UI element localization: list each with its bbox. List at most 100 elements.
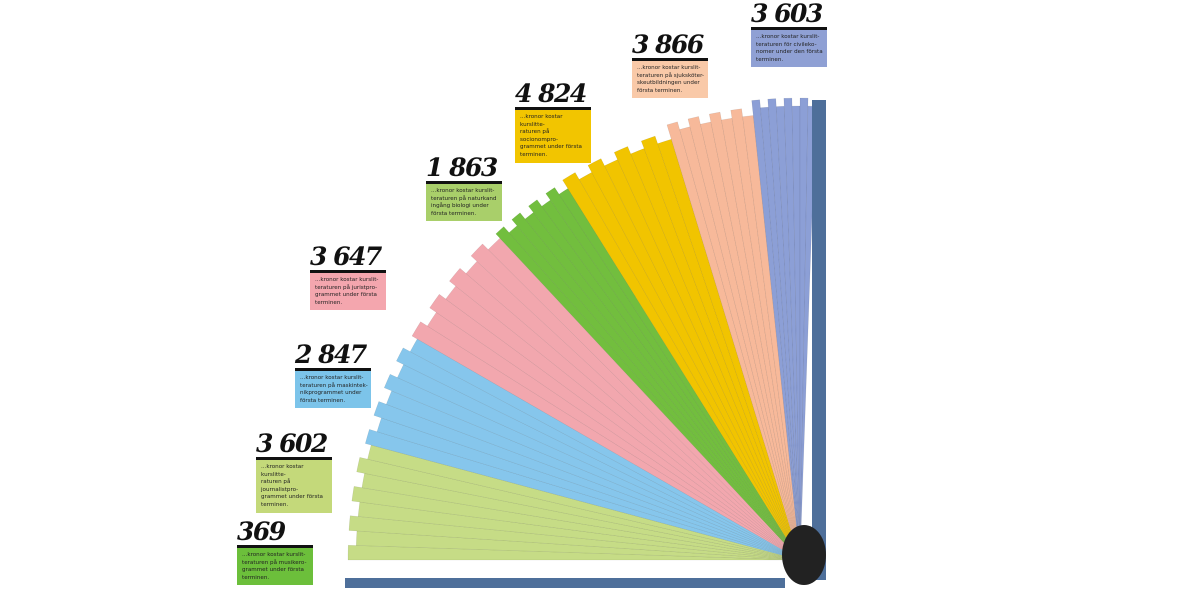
page-wedge <box>640 135 801 561</box>
page-wedge <box>445 285 801 561</box>
description-line: terminen. <box>242 574 270 581</box>
page-wedge <box>666 121 801 561</box>
description-box: ...kronor kostar kurslitte-raturen på so… <box>515 110 591 163</box>
page-wedge <box>396 347 801 561</box>
page-wedge <box>508 225 801 561</box>
description-line: teraturen på maskintek- <box>300 382 368 389</box>
page-wedge <box>751 99 801 561</box>
description-box: ...kronor kostar kurslit-teraturen på ju… <box>310 273 386 311</box>
description-box: ...kronor kostar kurslitte-raturen på jo… <box>256 460 332 513</box>
page-wedge <box>630 148 801 561</box>
description-line: grammet under första <box>242 567 304 574</box>
book-cover-right <box>812 100 826 580</box>
description-box: ...kronor kostar kurslit-teraturen för c… <box>751 30 827 68</box>
page-wedge <box>558 188 801 561</box>
description-line: ...kronor kostar kurslitte- <box>520 114 563 128</box>
book-cover-bottom <box>345 578 785 588</box>
description-line: skeutbildningen under <box>637 80 700 87</box>
page-wedge <box>365 429 801 561</box>
cost-number: 369 <box>237 517 286 546</box>
page-wedge <box>524 212 801 561</box>
page-wedge <box>708 111 801 561</box>
page-wedge <box>679 126 801 561</box>
cost-number: 4 824 <box>515 79 587 108</box>
page-wedge <box>355 530 801 561</box>
description-line: ...kronor kostar kurslitte- <box>261 464 304 478</box>
page-wedge <box>373 401 801 561</box>
cost-item: 2 847 ...kronor kostar kurslit-teraturen … <box>295 342 371 409</box>
rule <box>256 457 332 460</box>
rule <box>632 58 708 61</box>
page-wedge <box>700 121 801 561</box>
page-wedge <box>799 97 809 561</box>
description-box: ...kronor kostar kurslit-teraturen på sj… <box>632 61 708 99</box>
cost-number: 3 602 <box>256 429 328 458</box>
page-wedge <box>767 98 801 561</box>
description-line: teraturen på juristpro- <box>315 284 378 291</box>
description-line: terminen. <box>261 501 289 508</box>
page-wedge <box>427 312 801 561</box>
page-wedge <box>562 172 801 561</box>
page-wedge <box>783 97 801 561</box>
cost-number: 3 866 <box>632 30 704 59</box>
description-line: grammet under första <box>315 292 377 299</box>
page-wedge <box>356 457 801 561</box>
description-line: ...kronor kostar kurslit- <box>242 552 306 558</box>
page-wedge <box>465 260 801 561</box>
rule <box>751 27 827 30</box>
cost-item: 369 ...kronor kostar kurslit-teraturen på… <box>237 517 313 586</box>
page-wedge <box>470 243 801 561</box>
page-wedge <box>351 486 801 561</box>
page-wedge <box>411 321 801 561</box>
book-spine <box>782 525 826 585</box>
page-wedge <box>409 338 801 561</box>
page-wedge <box>386 390 801 561</box>
page-wedge <box>487 237 801 561</box>
cost-item: 3 647 ...kronor kostar kurslit-teraturen … <box>310 244 386 311</box>
description-line: ...kronor kostar kurslit- <box>315 277 379 283</box>
cost-item: 3 866 ...kronor kostar kurslit-teraturen … <box>632 30 708 99</box>
description-line: ...kronor kostar kurslit- <box>637 65 701 71</box>
description-line: teraturen på naturkand <box>431 195 497 202</box>
description-box: ...kronor kostar kurslit-teraturen på ma… <box>295 371 371 409</box>
cost-item: 3 603 ...kronor kostar kurslit-teraturen … <box>751 0 827 68</box>
description-line: teraturen på sjuksköter- <box>637 72 705 79</box>
description-line: ...kronor kostar kurslit- <box>431 188 495 194</box>
page-wedge <box>383 373 801 561</box>
page-wedge <box>376 417 801 561</box>
page-wedge <box>429 293 801 561</box>
rule <box>237 545 313 548</box>
page-wedge <box>791 105 801 561</box>
page-wedge <box>604 159 801 561</box>
page-wedge <box>587 158 801 561</box>
page-wedge <box>760 106 801 561</box>
page-wedge <box>613 146 801 561</box>
page-wedge <box>449 267 801 561</box>
rule <box>515 107 591 110</box>
page-wedge <box>541 199 801 561</box>
cost-number: 3 603 <box>751 0 823 28</box>
page-wedge <box>511 212 801 561</box>
description-line: första terminen. <box>300 397 346 404</box>
cost-number: 1 863 <box>426 153 498 182</box>
cost-item: 4 824 ...kronor kostar kurslitte-raturen … <box>515 81 591 163</box>
description-line: teraturen för civileko- <box>756 41 817 48</box>
description-line: ...kronor kostar kurslit- <box>756 34 820 40</box>
rule <box>310 270 386 273</box>
cost-item: 1 863 ...kronor kostar kurslit-teraturen … <box>426 153 502 222</box>
page-wedge <box>578 172 801 561</box>
description-line: nikprogrammet under <box>300 390 362 397</box>
cost-item: 3 602 ...kronor kostar kurslitte-raturen … <box>256 431 332 513</box>
page-wedge <box>357 501 801 561</box>
description-line: terminen. <box>520 151 548 158</box>
description-line: första terminen. <box>431 210 477 217</box>
description-box: ...kronor kostar kurslit-teraturen på mu… <box>237 548 313 586</box>
page-wedge <box>348 515 801 561</box>
page-wedge <box>742 115 801 561</box>
page-wedge <box>657 138 801 561</box>
rule <box>295 368 371 371</box>
description-line: terminen. <box>756 56 784 63</box>
page-wedge <box>721 117 801 561</box>
